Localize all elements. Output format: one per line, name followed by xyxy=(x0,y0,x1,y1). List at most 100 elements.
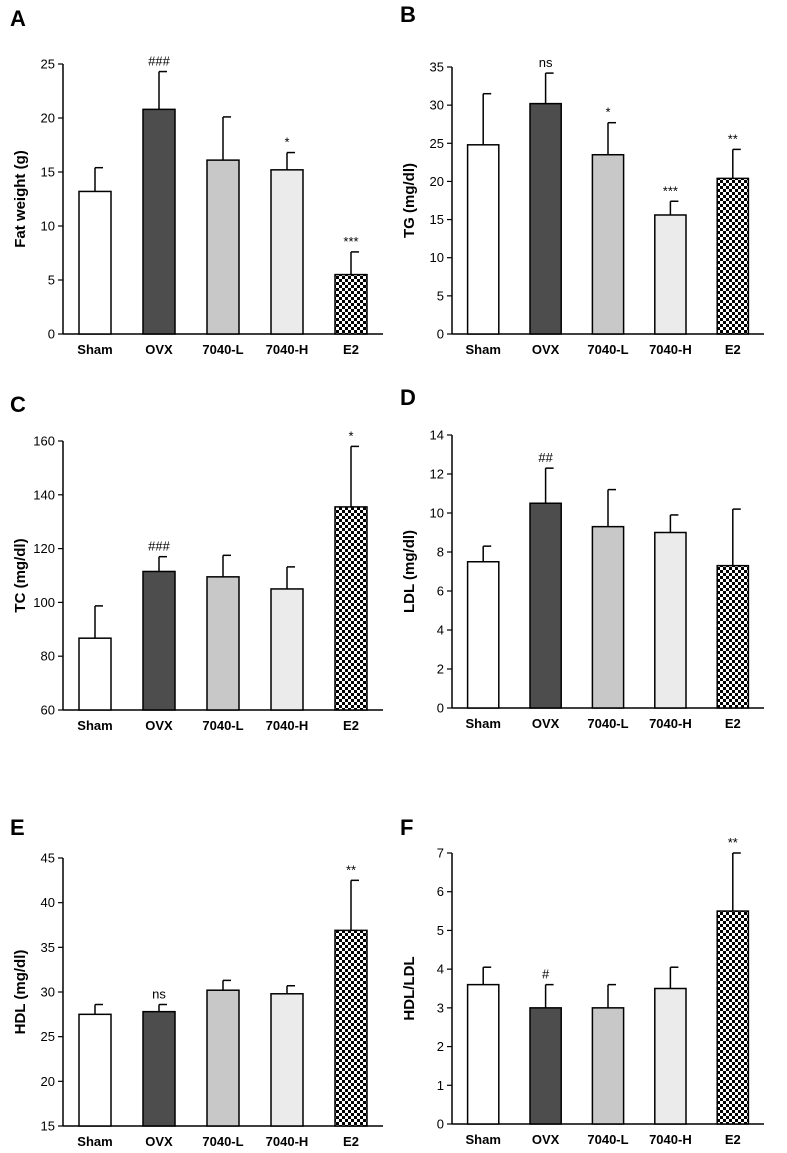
x-tick-label: OVX xyxy=(145,718,173,733)
y-axis-label: HDL/LDL xyxy=(401,956,418,1020)
x-tick-label: 7040-L xyxy=(202,718,243,733)
y-tick-label: 10 xyxy=(41,219,55,234)
y-tick-label: 2 xyxy=(437,662,444,677)
panel-A: A Fat weight (g) 0 5 10 15 20 25 Sham OVX ### 7040-… xyxy=(10,6,383,357)
panel-letter: B xyxy=(400,2,416,27)
x-tick-label: E2 xyxy=(725,1132,741,1147)
y-axis-label: TG (mg/dl) xyxy=(401,163,418,238)
y-tick-label: 0 xyxy=(48,327,55,342)
bar-7040-h xyxy=(270,588,304,711)
significance-label: ### xyxy=(148,539,170,554)
panel-B: B TG (mg/dl) 0 5 10 15 20 25 30 35 Sham OVX ns 7040-L… xyxy=(400,2,764,357)
bar-e2 xyxy=(334,506,368,711)
significance-label: ** xyxy=(728,131,738,146)
panel-letter: A xyxy=(10,6,26,31)
significance-label: ** xyxy=(728,835,738,850)
x-tick-label: 7040-H xyxy=(266,718,309,733)
panel-C: C TC (mg/dl) 60 80 100 120 140 160 Sham OVX ### 704… xyxy=(10,392,383,733)
y-tick-label: 8 xyxy=(437,545,444,560)
y-tick-label: 25 xyxy=(430,136,444,151)
significance-label: * xyxy=(605,105,610,120)
significance-label: ### xyxy=(148,54,170,69)
bar-e2 xyxy=(334,929,368,1127)
x-tick-label: E2 xyxy=(725,342,741,357)
x-tick-label: 7040-L xyxy=(587,342,628,357)
significance-label: ns xyxy=(152,987,166,1002)
y-tick-label: 6 xyxy=(437,584,444,599)
x-tick-label: Sham xyxy=(77,718,112,733)
significance-label: * xyxy=(348,428,353,443)
y-axis-label: Fat weight (g) xyxy=(12,150,29,248)
y-tick-label: 40 xyxy=(41,895,55,910)
x-tick-label: E2 xyxy=(343,342,359,357)
bar-7040-h xyxy=(270,993,304,1127)
panel-F: F HDL/LDL 0 1 2 3 4 5 6 7 Sham OVX #7040-L 7040-H E2 ** xyxy=(400,815,764,1147)
y-tick-label: 20 xyxy=(430,174,444,189)
bar-7040-l xyxy=(591,1007,625,1125)
bar-e2 xyxy=(716,177,750,335)
y-tick-label: 4 xyxy=(437,962,444,977)
bar-e2 xyxy=(334,273,368,335)
bar-ovx xyxy=(529,1007,562,1125)
x-tick-label: 7040-H xyxy=(266,342,309,357)
y-tick-label: 5 xyxy=(437,923,444,938)
x-tick-label: 7040-L xyxy=(587,1132,628,1147)
y-tick-label: 25 xyxy=(41,1029,55,1044)
x-tick-label: E2 xyxy=(725,716,741,731)
x-tick-label: OVX xyxy=(145,342,173,357)
bar-7040-h xyxy=(270,169,304,335)
x-tick-label: 7040-H xyxy=(649,716,692,731)
x-tick-label: 7040-L xyxy=(587,716,628,731)
bar-ovx xyxy=(529,502,562,709)
bar-7040-h xyxy=(654,531,687,709)
panel-D: D LDL (mg/dl) 0 2 4 6 8 10 12 14 Sham OVX ## 7040-L 70… xyxy=(400,385,764,731)
panel-E: E HDL (mg/dl) 15 20 25 30 35 40 45 Sham OVX ns 7040-… xyxy=(10,815,383,1149)
x-tick-label: 7040-H xyxy=(649,342,692,357)
panel-letter: F xyxy=(400,815,413,840)
x-tick-label: OVX xyxy=(532,716,560,731)
y-axis-label: TC (mg/dl) xyxy=(12,538,29,612)
y-tick-label: 80 xyxy=(41,649,55,664)
panel-letter: C xyxy=(10,392,26,417)
y-tick-label: 100 xyxy=(33,595,55,610)
x-tick-label: Sham xyxy=(77,1134,112,1149)
bar-7040-l xyxy=(206,159,240,335)
y-tick-label: 6 xyxy=(437,884,444,899)
bar-7040-l xyxy=(591,525,625,709)
panel-letter: E xyxy=(10,815,25,840)
y-tick-label: 2 xyxy=(437,1039,444,1054)
x-tick-label: OVX xyxy=(532,1132,560,1147)
bar-sham xyxy=(78,637,112,711)
significance-label: ## xyxy=(538,450,553,465)
x-tick-label: 7040-L xyxy=(202,342,243,357)
y-tick-label: 20 xyxy=(41,111,55,126)
y-tick-label: 10 xyxy=(430,250,444,265)
bar-sham xyxy=(78,190,112,335)
significance-label: *** xyxy=(343,234,358,249)
y-tick-label: 20 xyxy=(41,1074,55,1089)
bar-sham xyxy=(78,1013,112,1127)
significance-label: # xyxy=(542,967,550,982)
bar-7040-h xyxy=(654,987,687,1125)
significance-label: * xyxy=(284,135,289,150)
bar-sham xyxy=(466,561,500,709)
bar-ovx xyxy=(529,102,562,335)
y-tick-label: 0 xyxy=(437,701,444,716)
y-tick-label: 0 xyxy=(437,327,444,342)
y-tick-label: 15 xyxy=(41,1119,55,1134)
bar-ovx xyxy=(142,570,176,711)
x-tick-label: E2 xyxy=(343,718,359,733)
bar-7040-l xyxy=(206,989,240,1127)
bar-sham xyxy=(466,144,500,335)
y-axis-label: HDL (mg/dl) xyxy=(12,950,29,1035)
y-tick-label: 7 xyxy=(437,846,444,861)
y-tick-label: 12 xyxy=(430,467,444,482)
y-tick-label: 15 xyxy=(41,165,55,180)
y-tick-label: 5 xyxy=(48,273,55,288)
y-tick-label: 160 xyxy=(33,434,55,449)
y-tick-label: 14 xyxy=(430,428,444,443)
x-tick-label: OVX xyxy=(145,1134,173,1149)
y-tick-label: 140 xyxy=(33,487,55,502)
bar-e2 xyxy=(716,910,750,1125)
